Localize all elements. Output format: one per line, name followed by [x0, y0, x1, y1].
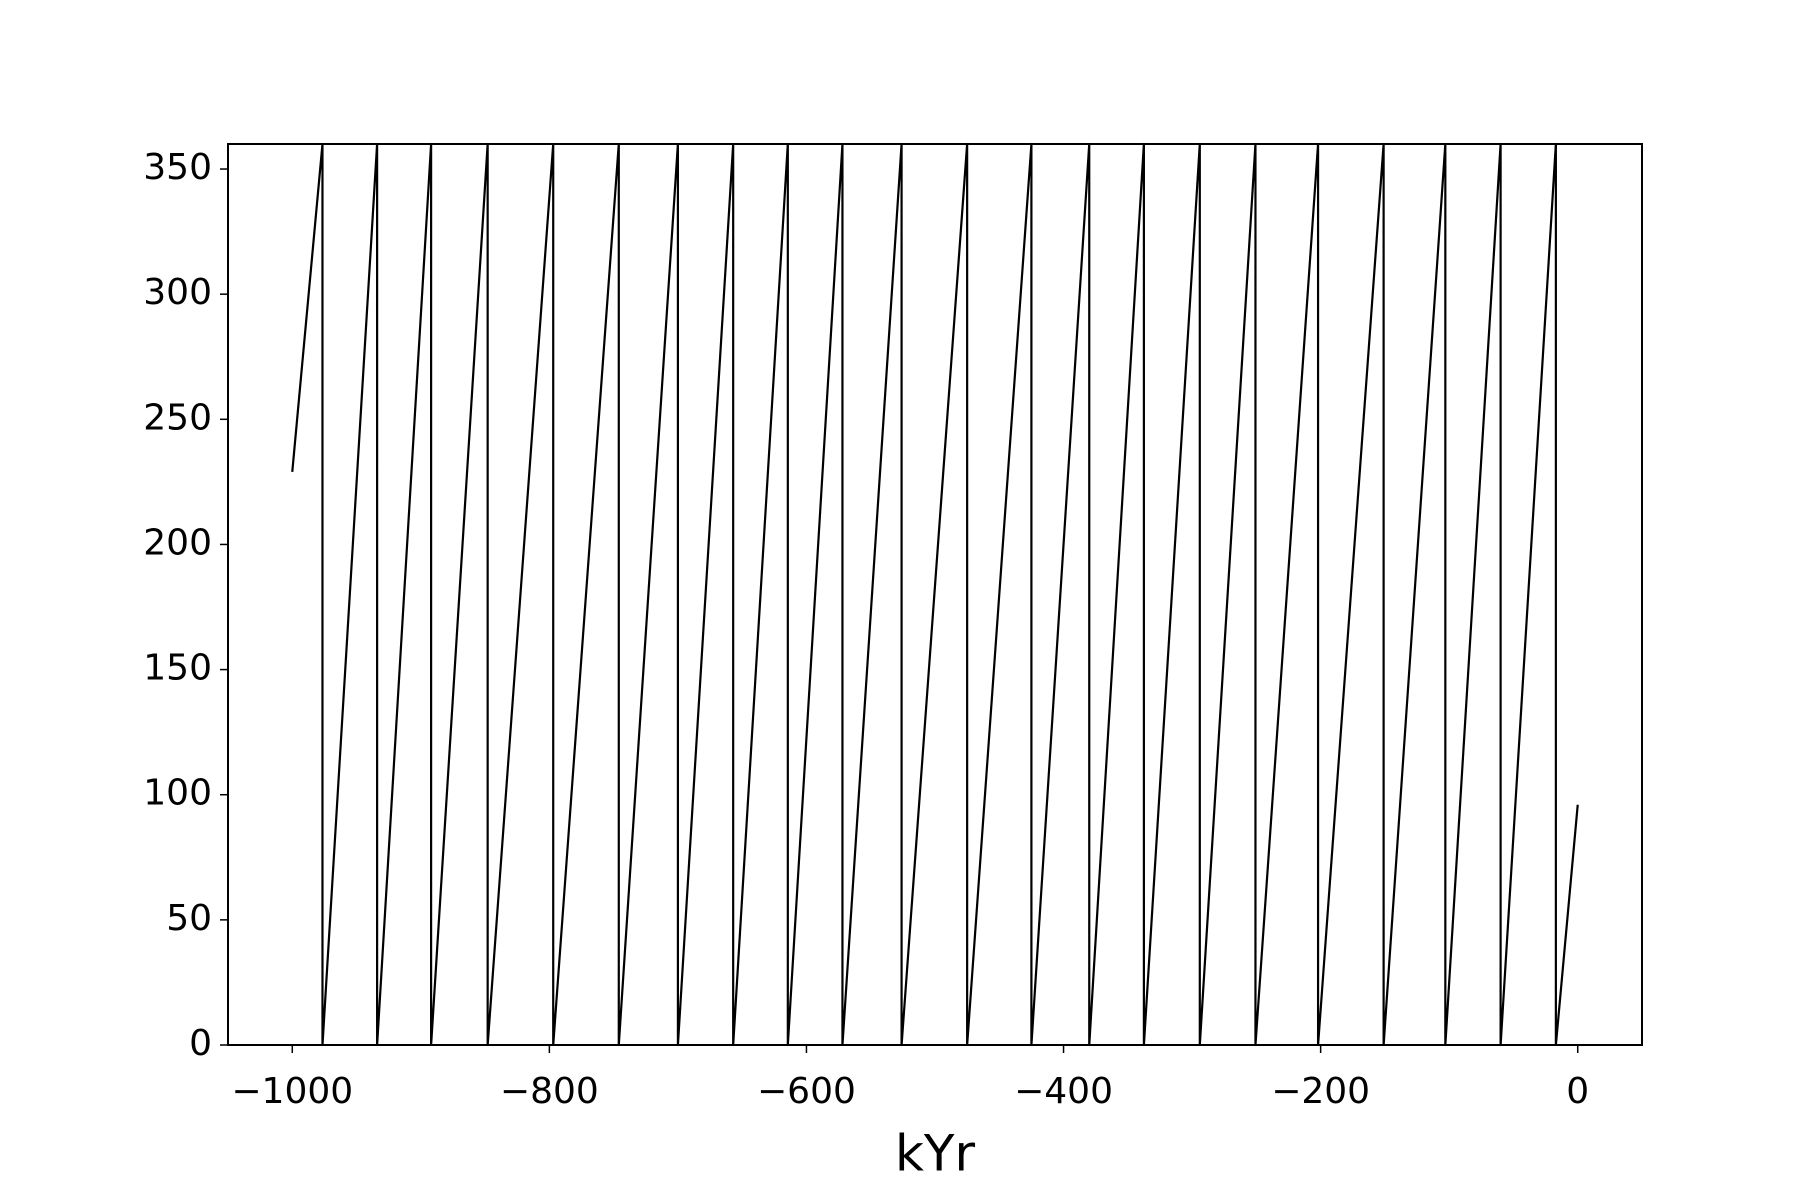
y-tick-label: 250	[143, 397, 212, 438]
y-tick-label: 50	[166, 898, 212, 939]
x-tick-label: −600	[757, 1071, 856, 1112]
x-tick-label: −400	[1014, 1071, 1113, 1112]
x-tick-label: −1000	[231, 1071, 353, 1112]
y-tick-label: 350	[143, 147, 212, 188]
y-tick-label: 300	[143, 272, 212, 313]
x-tick-label: −800	[500, 1071, 599, 1112]
data-line	[291, 142, 1579, 1047]
y-tick-label: 200	[143, 522, 212, 563]
y-tick-label: 0	[189, 1023, 212, 1064]
x-axis-label: kYr	[895, 1125, 975, 1183]
y-tick-label: 150	[143, 648, 212, 689]
x-tick-label: 0	[1566, 1071, 1589, 1112]
x-tick-label: −200	[1271, 1071, 1370, 1112]
plot-frame	[227, 143, 1643, 1046]
y-tick-label: 100	[143, 773, 212, 814]
